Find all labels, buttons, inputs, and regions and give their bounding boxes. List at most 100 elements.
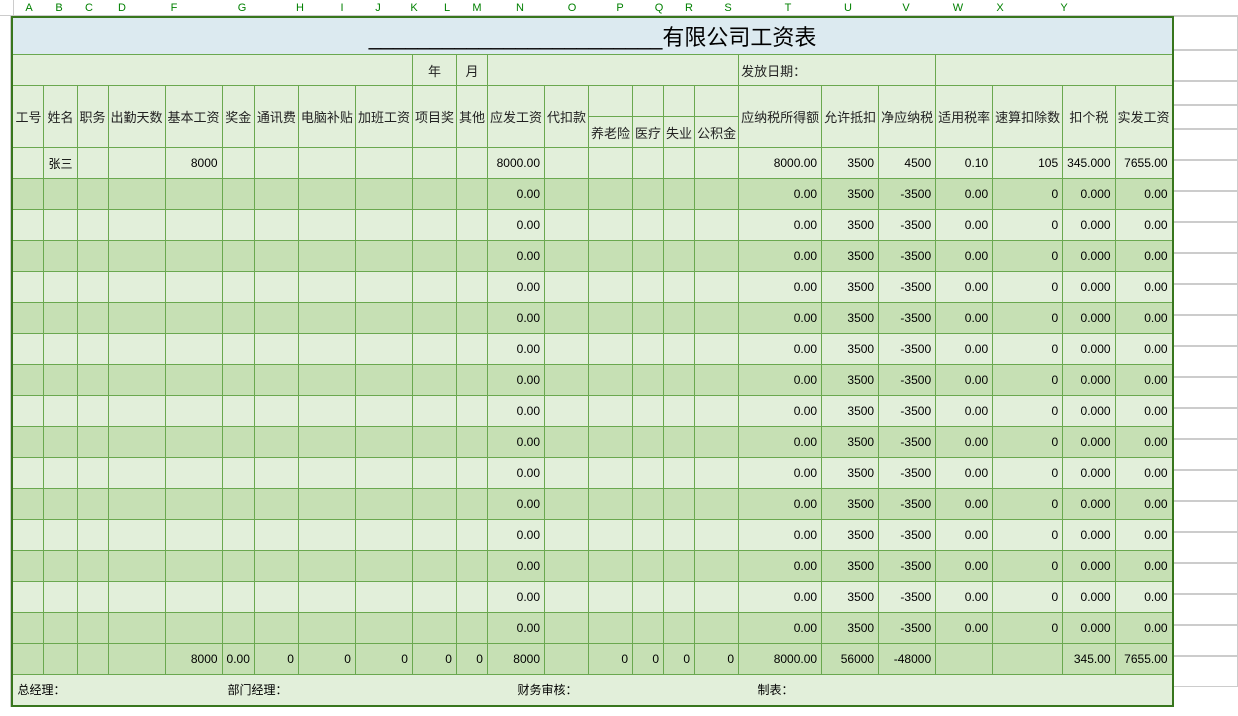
- cell-deduct-col[interactable]: [545, 582, 589, 613]
- table-row[interactable]: 0.000.003500-35000.0000.0000.00: [12, 427, 1172, 458]
- cell-empno[interactable]: [12, 210, 44, 241]
- cell-deduct-col[interactable]: [545, 210, 589, 241]
- cell-gross[interactable]: 0.00: [487, 334, 544, 365]
- cell-bonus[interactable]: [222, 303, 254, 334]
- cell-taxable[interactable]: 0.00: [739, 179, 822, 210]
- cell-quick[interactable]: 0: [993, 272, 1063, 303]
- cell-comm[interactable]: [254, 582, 298, 613]
- cell-base[interactable]: [165, 582, 222, 613]
- cell-quick[interactable]: 0: [993, 613, 1063, 644]
- cell-quick[interactable]: 0: [993, 489, 1063, 520]
- cell-allow-deduct[interactable]: 3500: [822, 613, 879, 644]
- cell-comm[interactable]: [254, 303, 298, 334]
- cell-unemp[interactable]: [664, 489, 695, 520]
- cell-medical[interactable]: [633, 303, 664, 334]
- cell-name[interactable]: [44, 551, 77, 582]
- cell-quick[interactable]: 0: [993, 520, 1063, 551]
- cell-title[interactable]: [77, 210, 108, 241]
- table-row[interactable]: 0.000.003500-35000.0000.0000.00: [12, 520, 1172, 551]
- cell-proj[interactable]: [412, 520, 456, 551]
- cell-title[interactable]: [77, 303, 108, 334]
- table-row[interactable]: 0.000.003500-35000.0000.0000.00: [12, 272, 1172, 303]
- cell-gross[interactable]: 0.00: [487, 179, 544, 210]
- cell-deduct-col[interactable]: [545, 520, 589, 551]
- cell-medical[interactable]: [633, 551, 664, 582]
- cell-ot[interactable]: [355, 427, 412, 458]
- cell-proj[interactable]: [412, 396, 456, 427]
- cell-rate[interactable]: 0.00: [936, 241, 993, 272]
- cell-unemp[interactable]: [664, 241, 695, 272]
- cell-bonus[interactable]: [222, 396, 254, 427]
- cell-tax[interactable]: 0.000: [1063, 241, 1115, 272]
- cell-title[interactable]: [77, 520, 108, 551]
- cell-days[interactable]: [108, 272, 165, 303]
- cell-tax[interactable]: 0.000: [1063, 272, 1115, 303]
- column-header-O[interactable]: O: [548, 0, 596, 15]
- cell-unemp[interactable]: [664, 613, 695, 644]
- cell-net[interactable]: 0.00: [1115, 520, 1173, 551]
- cell-proj[interactable]: [412, 210, 456, 241]
- column-header-T[interactable]: T: [752, 0, 824, 15]
- table-row[interactable]: 0.000.003500-35000.0000.0000.00: [12, 489, 1172, 520]
- cell-pc[interactable]: [298, 427, 355, 458]
- cell-deduct-col[interactable]: [545, 148, 589, 179]
- column-header-L[interactable]: L: [432, 0, 462, 15]
- cell-tax[interactable]: 0.000: [1063, 520, 1115, 551]
- cell-quick[interactable]: 0: [993, 582, 1063, 613]
- cell-name[interactable]: [44, 303, 77, 334]
- cell-nettax[interactable]: -3500: [879, 489, 936, 520]
- cell-bonus[interactable]: [222, 613, 254, 644]
- cell-medical[interactable]: [633, 179, 664, 210]
- cell-nettax[interactable]: -3500: [879, 582, 936, 613]
- cell-other[interactable]: [456, 210, 487, 241]
- cell-pc[interactable]: [298, 334, 355, 365]
- cell-days[interactable]: [108, 458, 165, 489]
- cell-base[interactable]: [165, 334, 222, 365]
- cell-name[interactable]: [44, 210, 77, 241]
- cell-proj[interactable]: [412, 148, 456, 179]
- cell-ot[interactable]: [355, 365, 412, 396]
- cell-empno[interactable]: [12, 520, 44, 551]
- cell-fund[interactable]: [695, 396, 739, 427]
- cell-other[interactable]: [456, 613, 487, 644]
- cell-net[interactable]: 0.00: [1115, 272, 1173, 303]
- cell-bonus[interactable]: [222, 179, 254, 210]
- cell-ot[interactable]: [355, 210, 412, 241]
- cell-medical[interactable]: [633, 582, 664, 613]
- cell-medical[interactable]: [633, 148, 664, 179]
- table-row[interactable]: 张三80008000.008000.00350045000.10105345.0…: [12, 148, 1172, 179]
- cell-pc[interactable]: [298, 520, 355, 551]
- cell-rate[interactable]: 0.00: [936, 396, 993, 427]
- cell-days[interactable]: [108, 210, 165, 241]
- cell-tax[interactable]: 0.000: [1063, 303, 1115, 334]
- cell-pc[interactable]: [298, 210, 355, 241]
- cell-pc[interactable]: [298, 365, 355, 396]
- cell-base[interactable]: 8000: [165, 148, 222, 179]
- cell-other[interactable]: [456, 582, 487, 613]
- cell-unemp[interactable]: [664, 427, 695, 458]
- cell-nettax[interactable]: -3500: [879, 396, 936, 427]
- cell-bonus[interactable]: [222, 148, 254, 179]
- table-row[interactable]: 0.000.003500-35000.0000.0000.00: [12, 458, 1172, 489]
- cell-net[interactable]: 0.00: [1115, 210, 1173, 241]
- cell-ot[interactable]: [355, 520, 412, 551]
- cell-rate[interactable]: 0.00: [936, 458, 993, 489]
- cell-days[interactable]: [108, 334, 165, 365]
- cell-allow-deduct[interactable]: 3500: [822, 303, 879, 334]
- cell-taxable[interactable]: 0.00: [739, 396, 822, 427]
- cell-taxable[interactable]: 0.00: [739, 334, 822, 365]
- cell-tax[interactable]: 0.000: [1063, 613, 1115, 644]
- column-header-F[interactable]: F: [140, 0, 208, 15]
- cell-gross[interactable]: 0.00: [487, 365, 544, 396]
- cell-other[interactable]: [456, 148, 487, 179]
- cell-allow-deduct[interactable]: 3500: [822, 458, 879, 489]
- cell-allow-deduct[interactable]: 3500: [822, 365, 879, 396]
- cell-base[interactable]: [165, 272, 222, 303]
- cell-comm[interactable]: [254, 148, 298, 179]
- cell-bonus[interactable]: [222, 582, 254, 613]
- cell-taxable[interactable]: 0.00: [739, 520, 822, 551]
- cell-quick[interactable]: 0: [993, 303, 1063, 334]
- cell-empno[interactable]: [12, 489, 44, 520]
- cell-medical[interactable]: [633, 241, 664, 272]
- cell-unemp[interactable]: [664, 396, 695, 427]
